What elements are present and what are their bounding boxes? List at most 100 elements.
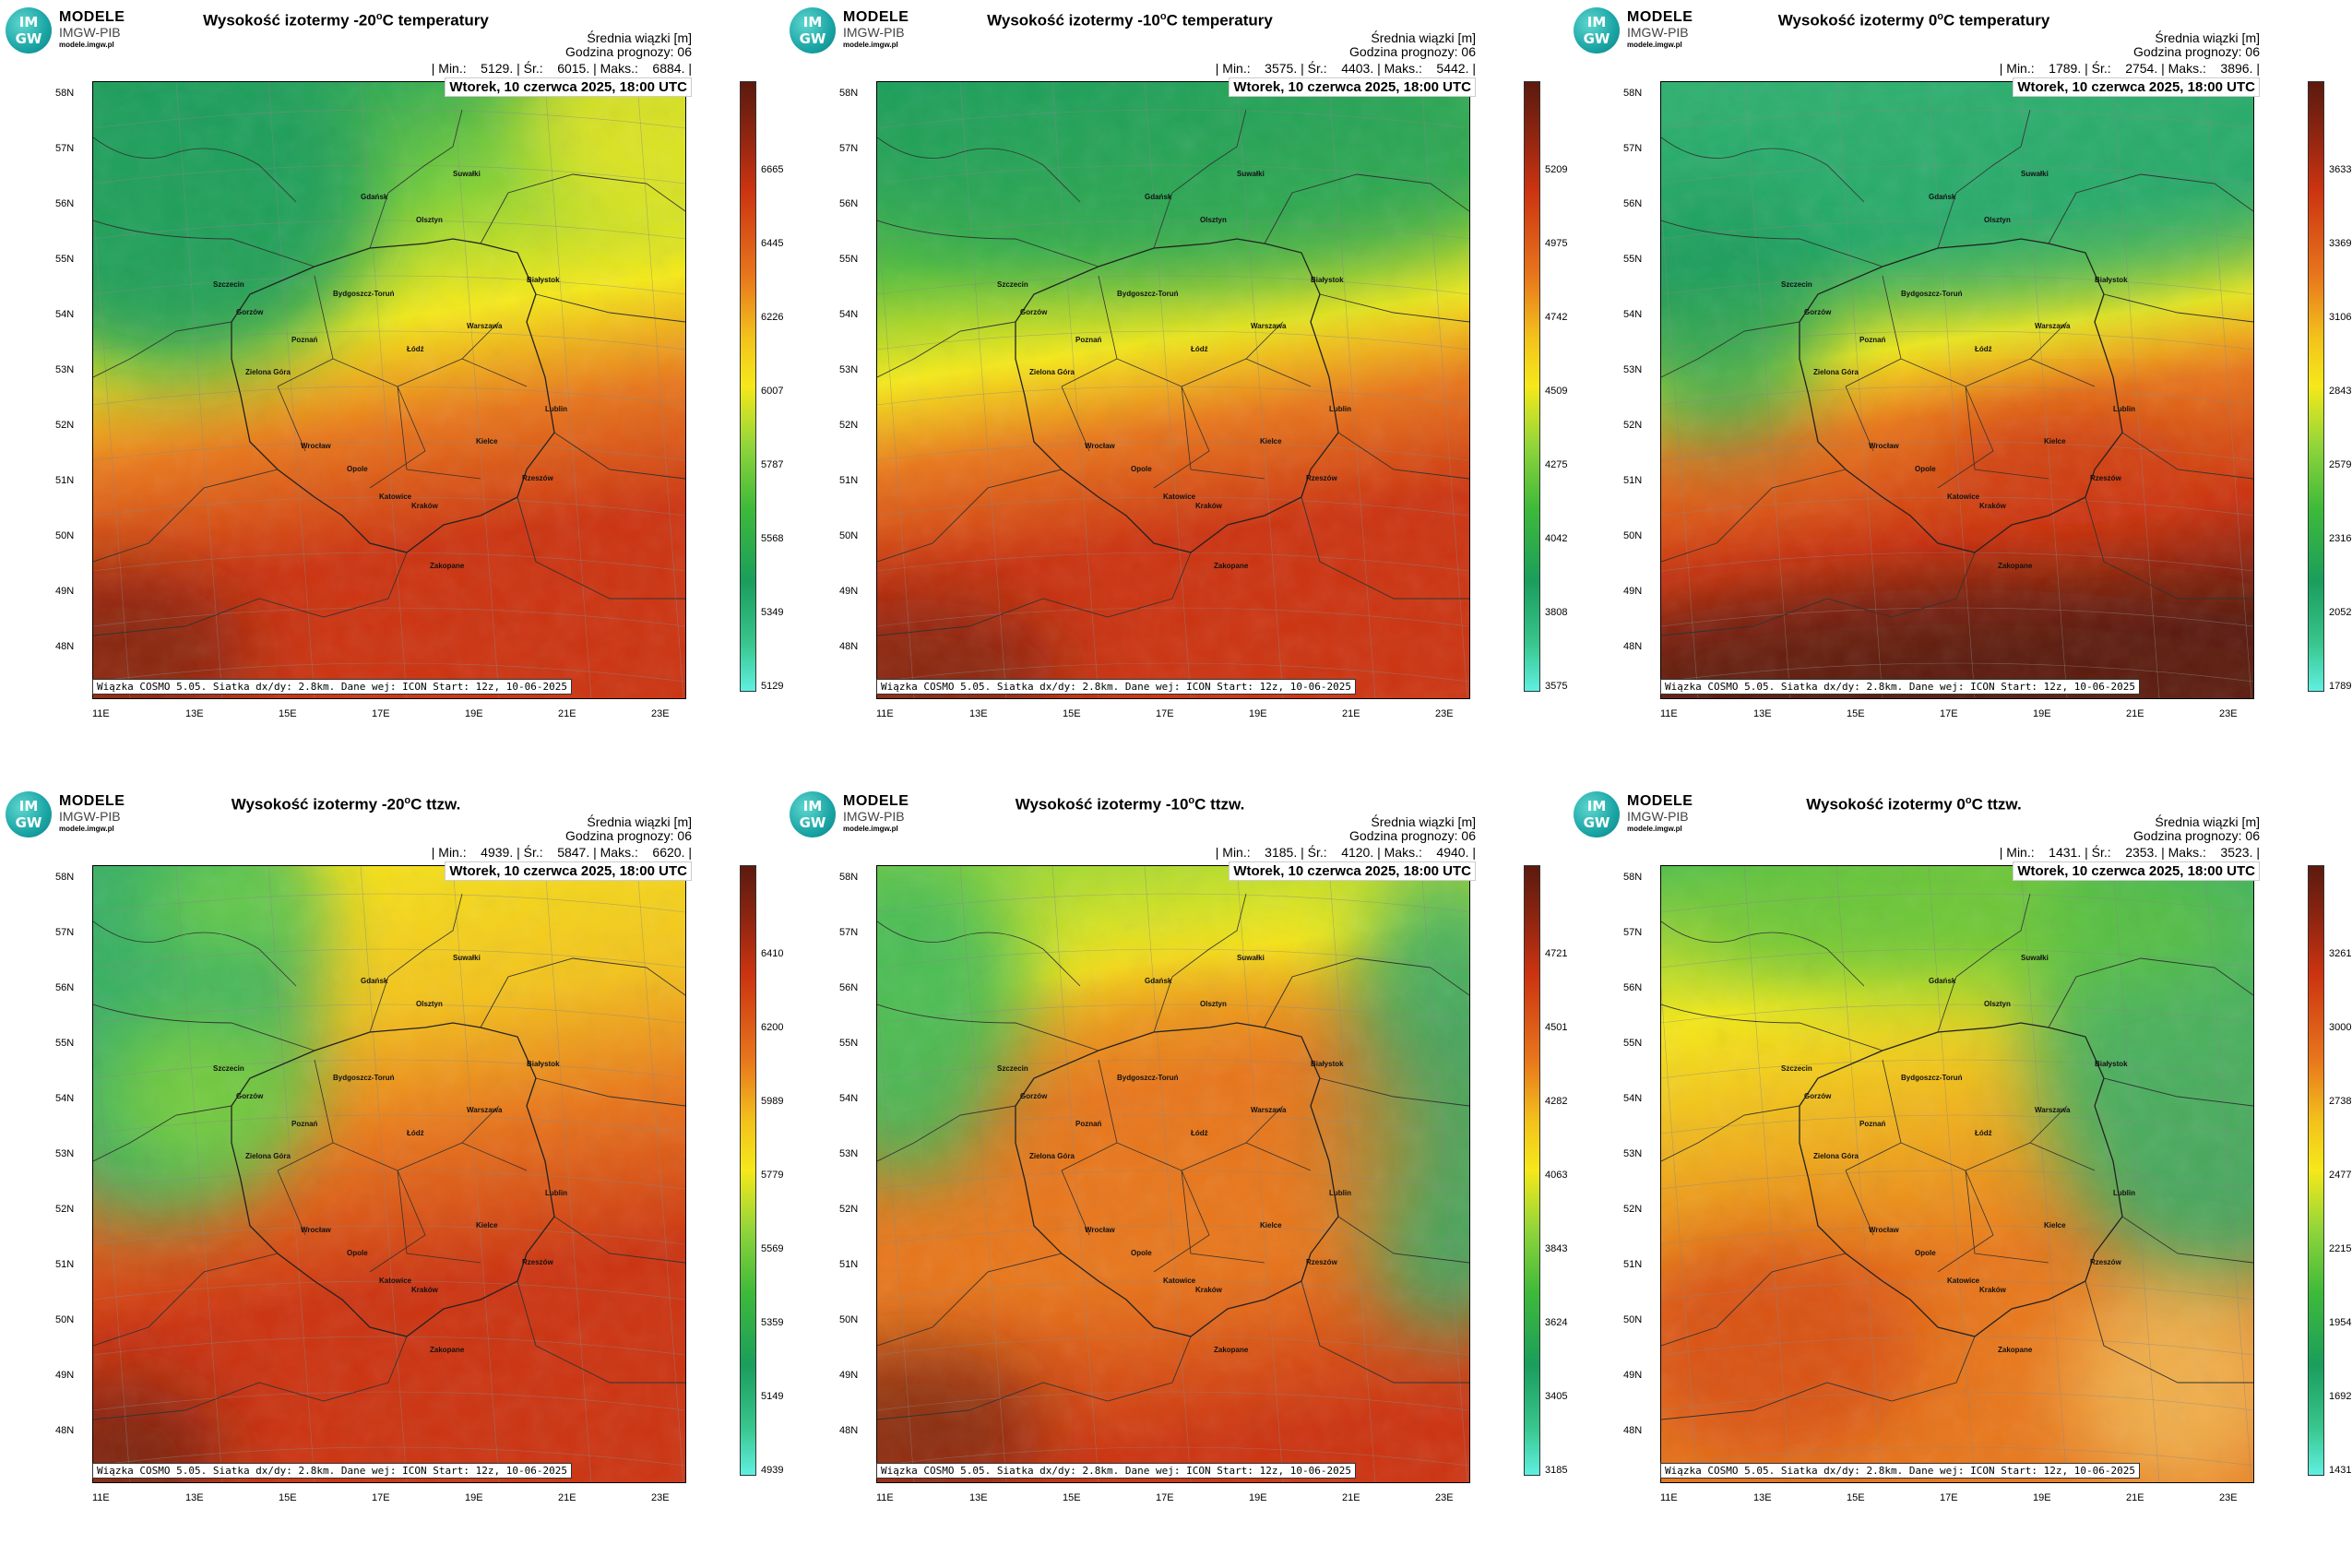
longitude-label: 23E	[2219, 708, 2238, 719]
color-scale-tick: 4975	[1545, 238, 1568, 249]
city-label: Kraków	[411, 1286, 438, 1294]
info-block: Średnia wiązki [m] Godzina prognozy: 06	[1349, 31, 1476, 59]
city-label: Białystok	[1311, 1060, 1344, 1068]
city-label: Zielona Góra	[1029, 368, 1075, 376]
stats-line: | Min.: 5129. | Śr.: 6015. | Maks.: 6884…	[431, 61, 692, 76]
logo-url: modele.imgw.pl	[843, 825, 898, 833]
color-scale-tick: 6410	[761, 948, 784, 959]
longitude-label: 21E	[558, 1492, 576, 1503]
longitude-label: 13E	[969, 708, 988, 719]
city-label: Gorzów	[1020, 1092, 1048, 1100]
latitude-label: 58N	[1623, 872, 1643, 883]
latitude-label: 54N	[839, 309, 859, 320]
latitude-label: 48N	[839, 641, 859, 652]
city-label: Rzeszów	[522, 1258, 553, 1266]
city-label: Białystok	[527, 1060, 560, 1068]
latitude-label: 54N	[1623, 1093, 1643, 1104]
city-label: Kraków	[1195, 502, 1222, 510]
logo-url: modele.imgw.pl	[1627, 41, 1682, 49]
latitude-label: 53N	[839, 364, 859, 375]
city-label: Bydgoszcz-Toruń	[333, 1074, 395, 1082]
latitude-label: 52N	[55, 1204, 75, 1215]
forecast-hour: Godzina prognozy: 06	[565, 828, 692, 843]
valid-date: Wtorek, 10 czerwca 2025, 18:00 UTC	[2013, 861, 2260, 881]
city-label: Zielona Góra	[245, 368, 291, 376]
city-label: Lublin	[1329, 405, 1351, 413]
color-scale-tick: 3575	[1545, 681, 1568, 692]
latitude-label: 50N	[839, 1314, 859, 1325]
city-label: Poznań	[1075, 336, 1102, 344]
map-panel: IM GW MODELE IMGW-PIB modele.imgw.pl Wys…	[784, 0, 1568, 784]
city-label: Zakopane	[430, 562, 465, 570]
city-label: Suwałki	[453, 954, 481, 962]
city-label: Białystok	[1311, 276, 1344, 284]
city-label: Szczecin	[997, 1064, 1028, 1073]
color-scale-tick: 3624	[1545, 1317, 1568, 1328]
longitude-label: 17E	[372, 708, 390, 719]
longitude-label: 11E	[1660, 1492, 1678, 1503]
longitude-label: 21E	[1342, 708, 1360, 719]
latitude-label: 50N	[1623, 1314, 1643, 1325]
city-label: Warszawa	[1251, 1106, 1287, 1114]
latitude-label: 57N	[1623, 927, 1643, 938]
city-label: Zakopane	[1998, 562, 2033, 570]
color-scale-tick: 5149	[761, 1391, 784, 1402]
imgw-badge-icon: IM GW	[790, 7, 836, 53]
latitude-label: 58N	[839, 88, 859, 99]
city-label: Bydgoszcz-Toruń	[1901, 290, 1963, 298]
info-block: Średnia wiązki [m] Godzina prognozy: 06	[565, 815, 692, 843]
city-label: Wrocław	[1869, 1226, 1899, 1234]
city-label: Zielona Góra	[1813, 368, 1859, 376]
city-label: Lublin	[1329, 1189, 1351, 1197]
city-label: Gdańsk	[1145, 977, 1172, 985]
latitude-label: 48N	[839, 1425, 859, 1436]
city-label: Rzeszów	[522, 474, 553, 482]
city-label: Wrocław	[1085, 1226, 1115, 1234]
color-scale-tick: 3808	[1545, 607, 1568, 618]
city-label: Wrocław	[301, 442, 331, 450]
longitude-label: 15E	[1847, 708, 1865, 719]
latitude-label: 56N	[839, 982, 859, 993]
longitude-label: 15E	[1063, 1492, 1081, 1503]
stats-line: | Min.: 1789. | Śr.: 2754. | Maks.: 3896…	[1999, 61, 2260, 76]
color-scale-tick: 1789	[2329, 681, 2352, 692]
color-scale-tick: 4501	[1545, 1022, 1568, 1033]
latitude-label: 53N	[839, 1148, 859, 1159]
latitude-label: 52N	[1623, 1204, 1643, 1215]
city-label: Wrocław	[301, 1226, 331, 1234]
latitude-label: 56N	[55, 982, 75, 993]
city-label: Poznań	[1859, 336, 1886, 344]
latitude-label: 51N	[839, 475, 859, 486]
city-label: Wrocław	[1085, 442, 1115, 450]
imgw-logo: IM GW MODELE IMGW-PIB modele.imgw.pl	[1574, 7, 1712, 53]
city-label: Kielce	[476, 1221, 498, 1229]
latitude-label: 51N	[55, 1259, 75, 1270]
city-label: Rzeszów	[2090, 474, 2121, 482]
latitude-label: 57N	[839, 143, 859, 154]
latitude-label: 55N	[55, 1038, 75, 1049]
logo-title: MODELE	[1627, 793, 1693, 809]
city-label: Lublin	[2113, 1189, 2135, 1197]
color-scale-tick: 2477	[2329, 1170, 2352, 1181]
longitude-label: 13E	[1753, 1492, 1772, 1503]
city-label: Suwałki	[2021, 954, 2049, 962]
color-scale-tick: 3633	[2329, 164, 2352, 175]
city-label: Zielona Góra	[245, 1152, 291, 1160]
color-scale-tick: 3000	[2329, 1022, 2352, 1033]
color-scale-tick: 3106	[2329, 312, 2352, 323]
imgw-badge-icon: IM GW	[6, 791, 52, 837]
city-label: Gorzów	[236, 308, 264, 316]
color-scale-tick: 6200	[761, 1022, 784, 1033]
logo-title: MODELE	[843, 9, 909, 25]
info-block: Średnia wiązki [m] Godzina prognozy: 06	[565, 31, 692, 59]
latitude-label: 55N	[1623, 254, 1643, 265]
latitude-label: 50N	[839, 530, 859, 541]
longitude-label: 13E	[1753, 708, 1772, 719]
color-scale-tick: 3369	[2329, 238, 2352, 249]
city-label: Poznań	[291, 1120, 318, 1128]
latitude-label: 50N	[1623, 530, 1643, 541]
color-scale-tick: 5349	[761, 607, 784, 618]
city-label: Warszawa	[1251, 322, 1287, 330]
latitude-label: 57N	[839, 927, 859, 938]
latitude-label: 54N	[55, 309, 75, 320]
